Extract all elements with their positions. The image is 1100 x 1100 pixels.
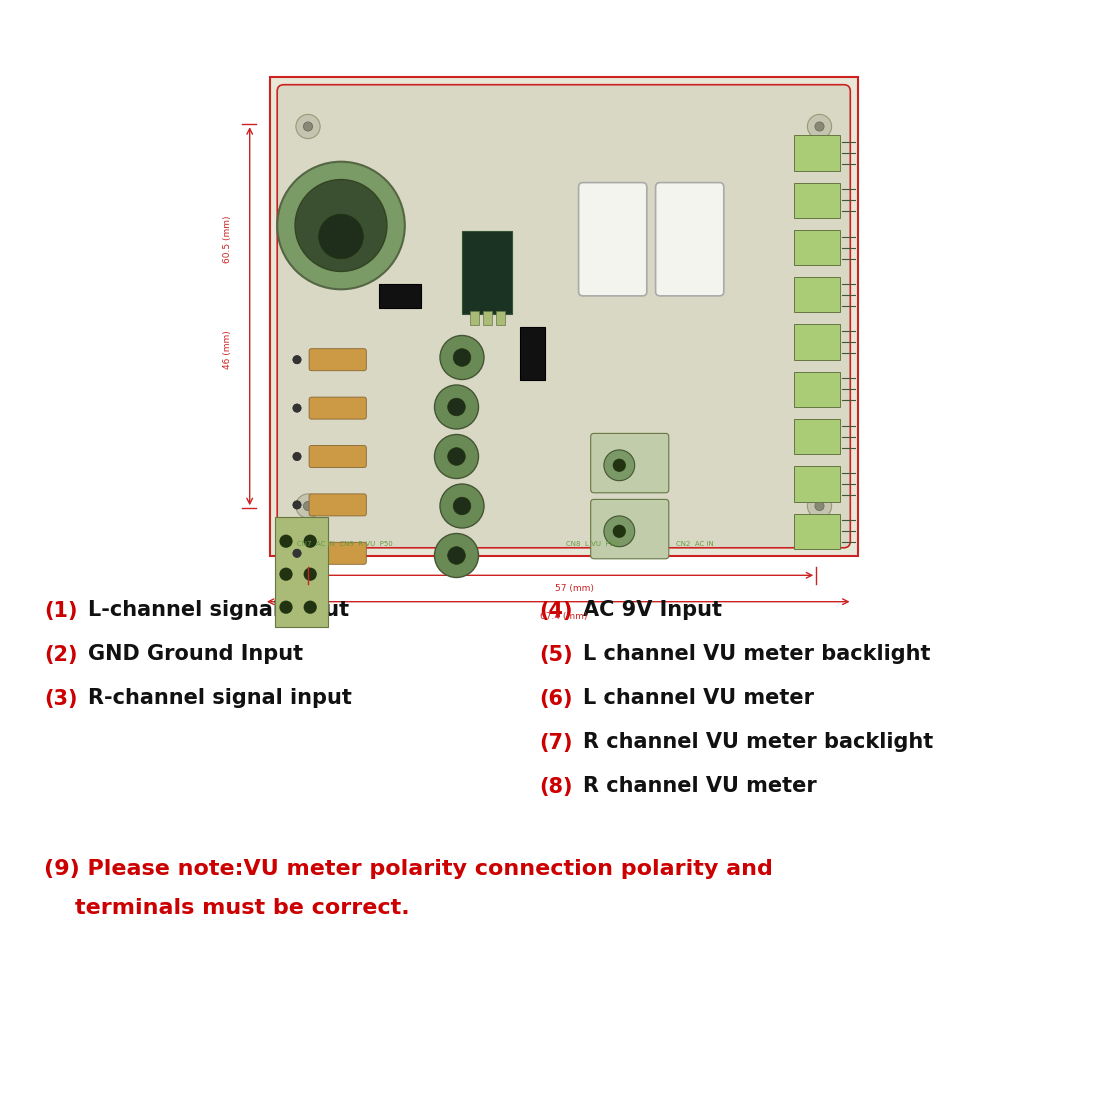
Bar xyxy=(794,135,840,170)
Text: 46 (mm): 46 (mm) xyxy=(223,330,232,369)
Text: (7): (7) xyxy=(539,733,572,752)
Text: (4): (4) xyxy=(539,601,572,620)
Bar xyxy=(794,514,840,549)
FancyBboxPatch shape xyxy=(309,397,366,419)
Circle shape xyxy=(295,179,387,272)
Circle shape xyxy=(434,385,478,429)
FancyBboxPatch shape xyxy=(309,494,366,516)
Text: CN2  AC IN: CN2 AC IN xyxy=(676,541,714,547)
Circle shape xyxy=(293,404,301,412)
FancyBboxPatch shape xyxy=(309,542,366,564)
Circle shape xyxy=(304,568,317,581)
Circle shape xyxy=(293,452,301,461)
Circle shape xyxy=(440,336,484,380)
Circle shape xyxy=(296,494,320,518)
Text: R channel VU meter backlight: R channel VU meter backlight xyxy=(583,733,933,752)
Circle shape xyxy=(440,484,484,528)
Circle shape xyxy=(293,500,301,509)
Circle shape xyxy=(448,547,465,564)
Text: L-channel signal input: L-channel signal input xyxy=(88,601,349,620)
Bar xyxy=(794,466,840,502)
FancyBboxPatch shape xyxy=(277,85,850,548)
Circle shape xyxy=(815,122,824,131)
Circle shape xyxy=(279,535,293,548)
Bar xyxy=(794,324,840,360)
Circle shape xyxy=(453,497,471,515)
Circle shape xyxy=(293,549,301,558)
Circle shape xyxy=(296,114,320,139)
Bar xyxy=(462,231,512,314)
Text: R channel VU meter: R channel VU meter xyxy=(583,777,816,796)
Text: GND Ground Input: GND Ground Input xyxy=(88,645,304,664)
Circle shape xyxy=(604,516,635,547)
Text: (6): (6) xyxy=(539,689,572,708)
FancyBboxPatch shape xyxy=(591,499,669,559)
Circle shape xyxy=(293,500,301,509)
Bar xyxy=(496,311,505,324)
Circle shape xyxy=(293,355,301,364)
Bar xyxy=(794,419,840,454)
Text: (1): (1) xyxy=(44,601,77,620)
Circle shape xyxy=(293,549,301,558)
Circle shape xyxy=(293,452,301,461)
FancyBboxPatch shape xyxy=(591,433,669,493)
Circle shape xyxy=(434,534,478,578)
FancyBboxPatch shape xyxy=(270,77,858,556)
Circle shape xyxy=(453,349,471,366)
Bar xyxy=(379,284,421,308)
Bar xyxy=(470,311,478,324)
Circle shape xyxy=(304,122,312,131)
Circle shape xyxy=(279,568,293,581)
Text: (5): (5) xyxy=(539,645,573,664)
FancyBboxPatch shape xyxy=(275,517,328,627)
Text: 67.4 (mm): 67.4 (mm) xyxy=(540,612,587,620)
Text: (2): (2) xyxy=(44,645,77,664)
Bar xyxy=(483,311,492,324)
Circle shape xyxy=(277,162,405,289)
Text: L channel VU meter: L channel VU meter xyxy=(583,689,814,708)
Bar xyxy=(520,327,544,380)
Text: CN7  AC IN  CN9  R VU  P50: CN7 AC IN CN9 R VU P50 xyxy=(297,541,393,547)
Text: 60.5 (mm): 60.5 (mm) xyxy=(223,216,232,263)
Text: CN8  L VU  P50: CN8 L VU P50 xyxy=(566,541,619,547)
Text: (3): (3) xyxy=(44,689,77,708)
Text: AC 9V Input: AC 9V Input xyxy=(583,601,722,620)
Text: terminals must be correct.: terminals must be correct. xyxy=(44,898,409,917)
Circle shape xyxy=(434,434,478,478)
Circle shape xyxy=(319,214,363,258)
Circle shape xyxy=(304,502,312,510)
Bar xyxy=(794,183,840,218)
Circle shape xyxy=(448,448,465,465)
Circle shape xyxy=(304,601,317,614)
Text: L channel VU meter backlight: L channel VU meter backlight xyxy=(583,645,931,664)
Circle shape xyxy=(604,450,635,481)
Circle shape xyxy=(613,459,626,472)
Circle shape xyxy=(304,535,317,548)
Circle shape xyxy=(293,404,301,412)
Circle shape xyxy=(807,114,832,139)
FancyBboxPatch shape xyxy=(309,446,366,468)
Text: 57 (mm): 57 (mm) xyxy=(556,584,594,593)
Text: R-channel signal input: R-channel signal input xyxy=(88,689,352,708)
Text: (8): (8) xyxy=(539,777,572,796)
Circle shape xyxy=(279,601,293,614)
FancyBboxPatch shape xyxy=(309,349,366,371)
Circle shape xyxy=(448,398,465,416)
FancyBboxPatch shape xyxy=(656,183,724,296)
Bar xyxy=(794,230,840,265)
Text: (9) Please note:VU meter polarity connection polarity and: (9) Please note:VU meter polarity connec… xyxy=(44,859,773,879)
Bar xyxy=(794,372,840,407)
Circle shape xyxy=(815,502,824,510)
Circle shape xyxy=(613,525,626,538)
Circle shape xyxy=(807,494,832,518)
Bar xyxy=(794,277,840,312)
Circle shape xyxy=(293,355,301,364)
FancyBboxPatch shape xyxy=(579,183,647,296)
